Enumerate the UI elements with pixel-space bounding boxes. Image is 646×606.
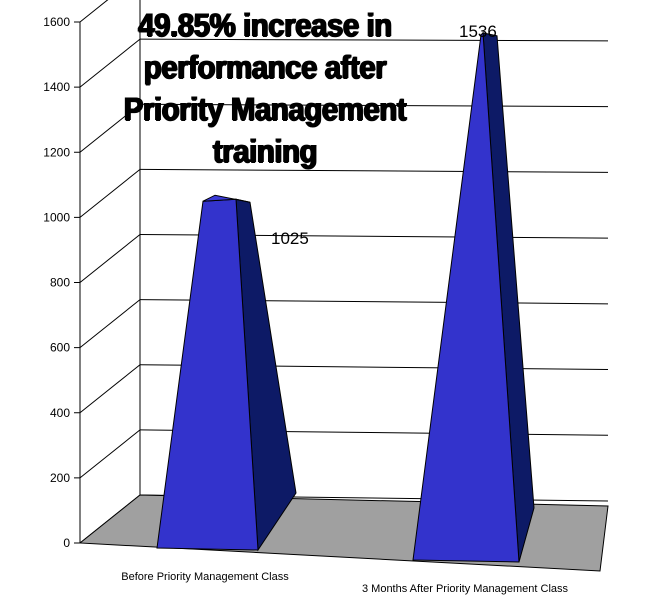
y-tick-label: 1000 bbox=[43, 210, 70, 224]
gridline-side bbox=[79, 429, 141, 479]
gridline-side bbox=[79, 364, 141, 414]
gridline-side bbox=[79, 168, 141, 218]
y-tick-label: 0 bbox=[63, 536, 70, 550]
gridline-side bbox=[79, 299, 141, 349]
y-tick-label: 600 bbox=[50, 341, 70, 355]
chart-title-line: 49.85% increase in bbox=[138, 7, 392, 43]
gridline-side bbox=[79, 103, 141, 153]
chart-title-line: training bbox=[212, 133, 318, 169]
gridline-back bbox=[139, 38, 609, 42]
chart-title-line: Priority Management bbox=[123, 91, 407, 127]
gridline-side bbox=[79, 234, 141, 283]
data-label: 1025 bbox=[271, 229, 309, 248]
cone-front bbox=[412, 31, 520, 563]
y-tick-label: 1200 bbox=[43, 145, 70, 159]
cone-top bbox=[202, 194, 251, 203]
y-tick-label: 400 bbox=[50, 406, 70, 420]
x-tick-label: 3 Months After Priority Management Class bbox=[362, 583, 569, 595]
y-tick-label: 1600 bbox=[43, 15, 70, 29]
chart-title-line: performance after bbox=[143, 49, 387, 85]
y-tick-label: 1400 bbox=[43, 80, 70, 94]
data-label: 1536 bbox=[459, 22, 497, 41]
y-tick-label: 200 bbox=[50, 471, 70, 485]
gridline-side bbox=[79, 38, 141, 88]
gridline-back bbox=[139, 103, 609, 108]
gridline-side bbox=[79, 0, 109, 23]
chart-title: 49.85% increase in performance after Pri… bbox=[76, 4, 453, 172]
y-tick-label: 800 bbox=[50, 276, 70, 290]
gridline-back bbox=[139, 168, 609, 173]
x-tick-label: Before Priority Management Class bbox=[121, 571, 289, 583]
